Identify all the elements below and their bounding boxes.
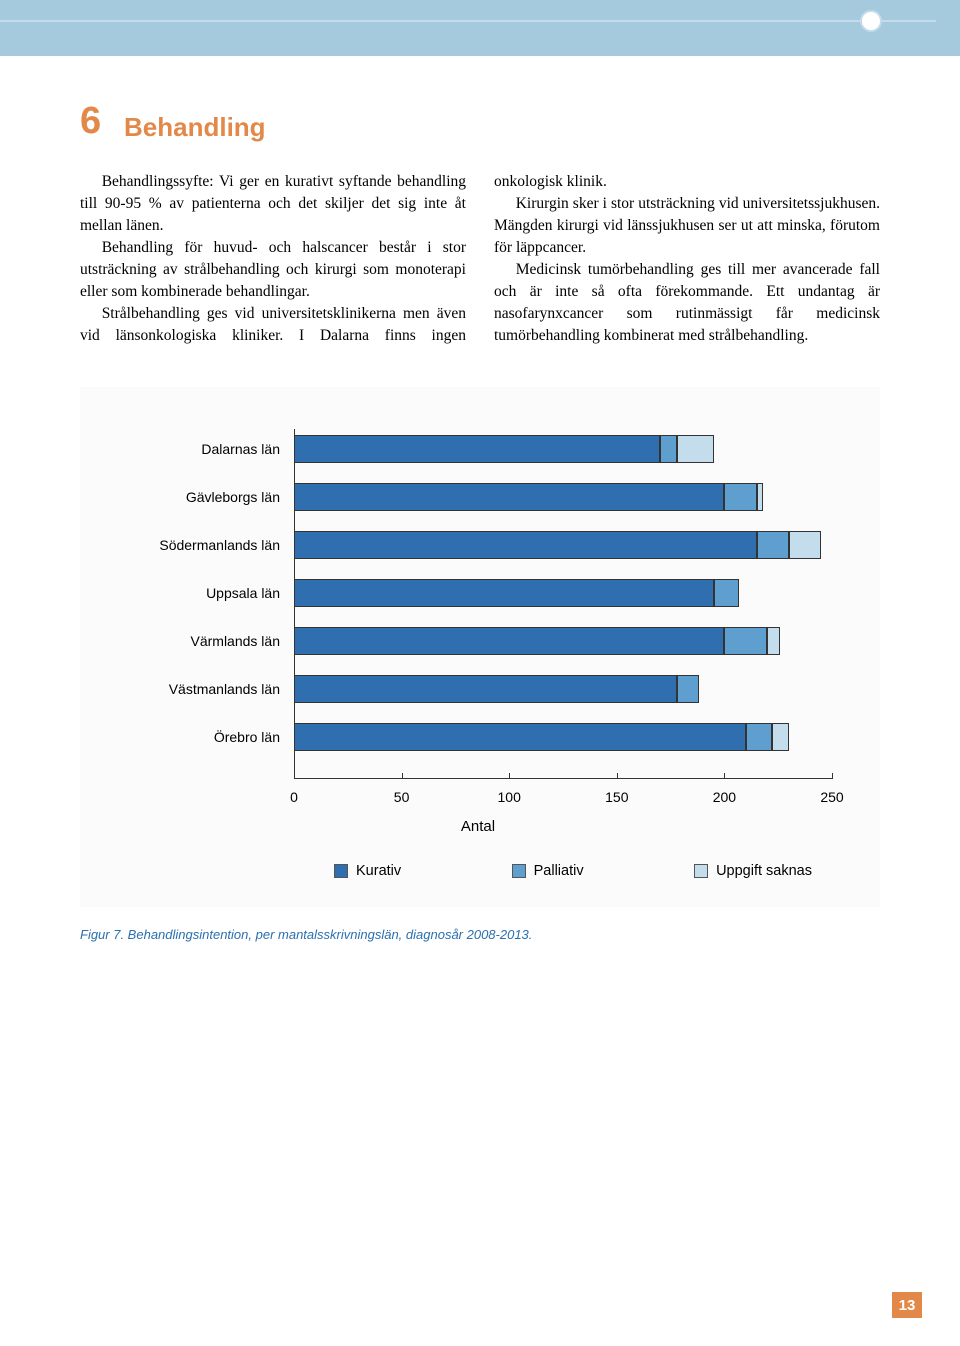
x-tick-label: 50	[394, 789, 410, 805]
bar-row: Gävleborgs län	[294, 483, 832, 511]
legend-item: Kurativ	[334, 863, 401, 879]
bar-row: Västmanlands län	[294, 675, 832, 703]
legend-label: Palliativ	[534, 863, 584, 879]
bar-segment	[294, 579, 714, 607]
header-line	[0, 20, 936, 22]
bar-row: Dalarnas län	[294, 435, 832, 463]
chapter-number: 6	[80, 100, 101, 143]
chart-panel: Dalarnas län Gävleborgs län Södermanlands …	[80, 387, 880, 907]
category-label: Gävleborgs län	[186, 483, 280, 511]
header-circle-icon	[860, 10, 882, 32]
body-text: Behandlingssyfte: Vi ger en kurativt syf…	[80, 171, 880, 347]
x-tick-label: 200	[713, 789, 736, 805]
bar-segment	[660, 435, 677, 463]
paragraph: Behandlingssyfte: Vi ger en kurativt syf…	[80, 171, 466, 237]
category-label: Värmlands län	[191, 627, 281, 655]
stacked-bar-chart: Dalarnas län Gävleborgs län Södermanlands …	[104, 419, 852, 879]
bar-segment	[294, 675, 677, 703]
x-tick-label: 100	[498, 789, 521, 805]
bar-segment	[746, 723, 772, 751]
category-label: Uppsala län	[206, 579, 280, 607]
bar-segment	[724, 483, 756, 511]
y-axis-line	[294, 429, 295, 779]
bar-segment	[724, 627, 767, 655]
x-tick	[294, 773, 295, 779]
bar-row: Örebro län	[294, 723, 832, 751]
x-tick-label: 150	[605, 789, 628, 805]
legend-item: Uppgift saknas	[694, 863, 812, 879]
bar-segment	[294, 723, 746, 751]
bar-segment	[294, 483, 724, 511]
category-label: Västmanlands län	[169, 675, 280, 703]
paragraph: Behandling för huvud- och halscancer bes…	[80, 237, 466, 303]
bar-segment	[772, 723, 789, 751]
paragraph: Medicinsk tumörbehandling ges till mer a…	[494, 259, 880, 347]
x-tick-label: 0	[290, 789, 298, 805]
chapter-title: Behandling	[124, 110, 880, 143]
bar-segment	[757, 483, 763, 511]
category-label: Dalarnas län	[201, 435, 280, 463]
paragraph: Kirurgin sker i stor utsträckning vid un…	[494, 193, 880, 259]
x-tick	[509, 773, 510, 779]
chart-plot-area: Dalarnas län Gävleborgs län Södermanlands …	[294, 429, 832, 769]
bar-segment	[294, 531, 757, 559]
bar-segment	[294, 627, 724, 655]
bar-segment	[677, 675, 699, 703]
bar-row: Uppsala län	[294, 579, 832, 607]
bar-segment	[767, 627, 780, 655]
legend-swatch	[334, 864, 348, 878]
bar-segment	[757, 531, 789, 559]
legend-label: Uppgift saknas	[716, 863, 812, 879]
header-band	[0, 0, 960, 56]
chart-legend: Kurativ Palliativ Uppgift saknas	[334, 863, 812, 879]
bar-segment	[789, 531, 821, 559]
page-content: 6 Behandling Behandlingssyfte: Vi ger en…	[80, 110, 880, 942]
x-tick-label: 250	[820, 789, 843, 805]
legend-swatch	[694, 864, 708, 878]
x-tick	[832, 773, 833, 779]
legend-item: Palliativ	[512, 863, 584, 879]
x-tick	[724, 773, 725, 779]
bar-segment	[294, 435, 660, 463]
category-label: Örebro län	[214, 723, 280, 751]
bar-row: Södermanlands län	[294, 531, 832, 559]
figure-caption: Figur 7. Behandlingsintention, per manta…	[80, 927, 880, 942]
legend-swatch	[512, 864, 526, 878]
bar-segment	[677, 435, 714, 463]
bar-row: Värmlands län	[294, 627, 832, 655]
x-axis-line	[294, 778, 832, 779]
x-axis-label: Antal	[461, 818, 495, 835]
bar-segment	[714, 579, 740, 607]
page-number: 13	[892, 1292, 922, 1318]
legend-label: Kurativ	[356, 863, 401, 879]
x-tick	[617, 773, 618, 779]
category-label: Södermanlands län	[159, 531, 280, 559]
x-tick	[402, 773, 403, 779]
